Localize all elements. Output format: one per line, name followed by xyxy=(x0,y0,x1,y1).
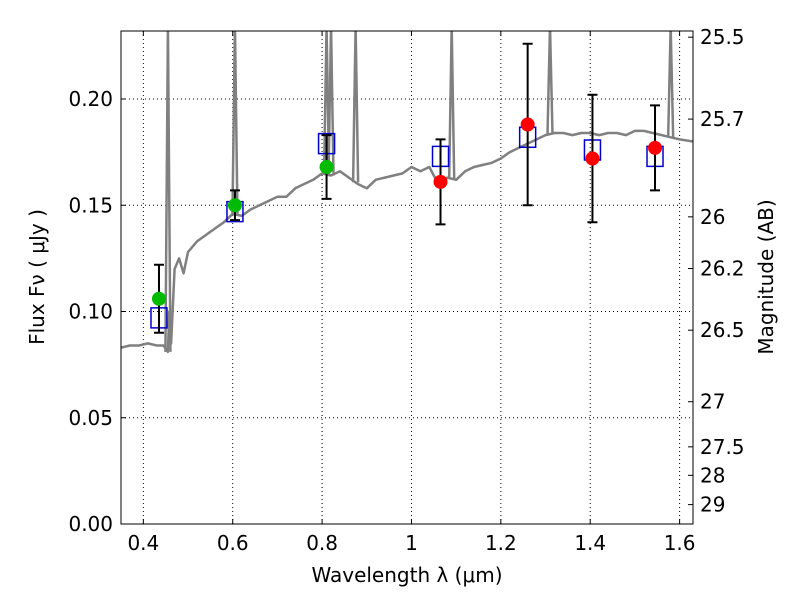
x-tick-label: 0.8 xyxy=(306,531,338,555)
model-spectrum-line xyxy=(121,129,693,354)
emission-line-spike xyxy=(164,31,172,352)
marker-layer xyxy=(150,42,664,334)
y-tick-label: 0.20 xyxy=(68,87,113,111)
right-tick-label: 29 xyxy=(700,493,725,517)
series-layer xyxy=(121,31,693,354)
right-tick-label: 27.5 xyxy=(700,435,745,459)
observed-photometry-point xyxy=(319,160,334,174)
x-axis-ticks: 0.4 0.6 0.8 1 1.2 1.4 1.6 xyxy=(127,31,696,555)
y-axis-label: Flux Fν ( μJy ) xyxy=(25,209,49,345)
emission-line-spike xyxy=(447,31,456,179)
right-tick-label: 25.7 xyxy=(700,107,745,131)
observed-photometry-point xyxy=(585,151,600,166)
emission-line-spike xyxy=(231,31,239,215)
observed-photometry-point xyxy=(433,174,448,189)
x-tick-label: 1.4 xyxy=(574,531,606,555)
plot-area-background xyxy=(121,31,693,524)
right-tick-label: 27 xyxy=(700,390,725,414)
y-tick-label: 0.00 xyxy=(68,512,113,536)
emission-line-spike xyxy=(351,31,360,183)
observed-photometry-point xyxy=(151,291,166,306)
observed-photometry-point xyxy=(648,140,663,155)
x-tick-label: 0.6 xyxy=(217,531,249,555)
y-tick-label: 0.15 xyxy=(68,193,113,217)
y-tick-label: 0.05 xyxy=(68,406,113,430)
right-tick-label: 25.5 xyxy=(700,25,745,49)
x-tick-label: 1.2 xyxy=(485,531,517,555)
emission-line-spike xyxy=(546,31,554,135)
right-tick-label: 26.5 xyxy=(700,318,745,342)
x-tick-label: 1.6 xyxy=(664,531,696,555)
x-tick-label: 0.4 xyxy=(127,531,159,555)
right-axis-ticks: 25.5 25.7 26 26.2 26.5 27 27.5 28 29 xyxy=(688,25,745,517)
x-tick-label: 1 xyxy=(405,531,418,555)
right-tick-label: 28 xyxy=(700,463,725,487)
observed-photometry-point xyxy=(520,117,535,132)
observed-photometry-point xyxy=(227,198,242,213)
right-axis-label: Magnitude (AB) xyxy=(754,199,778,354)
emission-line-spike xyxy=(327,31,335,176)
right-tick-label: 26.2 xyxy=(700,257,745,281)
emission-line-spike xyxy=(666,31,675,138)
right-tick-label: 26 xyxy=(700,205,725,229)
y-axis-ticks: 0.00 0.05 0.10 0.15 0.20 xyxy=(68,87,126,536)
plot-frame xyxy=(120,30,694,525)
x-axis-label: Wavelength λ (μm) xyxy=(311,563,502,587)
y-tick-label: 0.10 xyxy=(68,300,113,324)
